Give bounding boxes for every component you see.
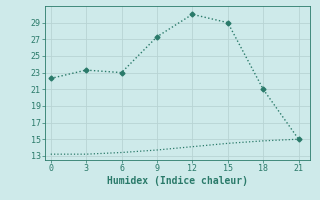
X-axis label: Humidex (Indice chaleur): Humidex (Indice chaleur) — [107, 176, 248, 186]
